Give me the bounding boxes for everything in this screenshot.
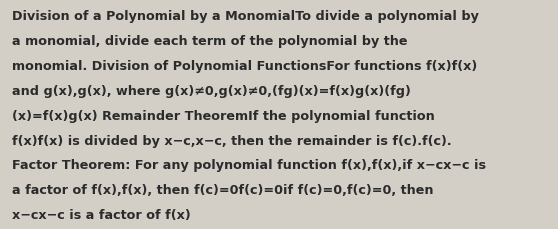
Text: monomial. Division of Polynomial FunctionsFor functions f(x)f(x): monomial. Division of Polynomial Functio… bbox=[12, 60, 478, 73]
Text: Factor Theorem: For any polynomial function f(x),f(x),if x−cx−c is: Factor Theorem: For any polynomial funct… bbox=[12, 159, 486, 172]
Text: f(x)f(x) is divided by x−c,x−c, then the remainder is f(c).f(c).: f(x)f(x) is divided by x−c,x−c, then the… bbox=[12, 134, 452, 147]
Text: a factor of f(x),f(x), then f(c)=0f(c)=0if f(c)=0,f(c)=0, then: a factor of f(x),f(x), then f(c)=0f(c)=0… bbox=[12, 183, 434, 196]
Text: Division of a Polynomial by a MonomialTo divide a polynomial by: Division of a Polynomial by a MonomialTo… bbox=[12, 10, 479, 23]
Text: and g(x),g(x), where g(x)≠0,g(x)≠0,(fg)(x)=f(x)g(x)(fg): and g(x),g(x), where g(x)≠0,g(x)≠0,(fg)(… bbox=[12, 85, 411, 98]
Text: x−cx−c is a factor of f(x): x−cx−c is a factor of f(x) bbox=[12, 208, 191, 221]
Text: a monomial, divide each term of the polynomial by the: a monomial, divide each term of the poly… bbox=[12, 35, 408, 48]
Text: (x)=f(x)g(x) Remainder TheoremIf the polynomial function: (x)=f(x)g(x) Remainder TheoremIf the pol… bbox=[12, 109, 435, 122]
